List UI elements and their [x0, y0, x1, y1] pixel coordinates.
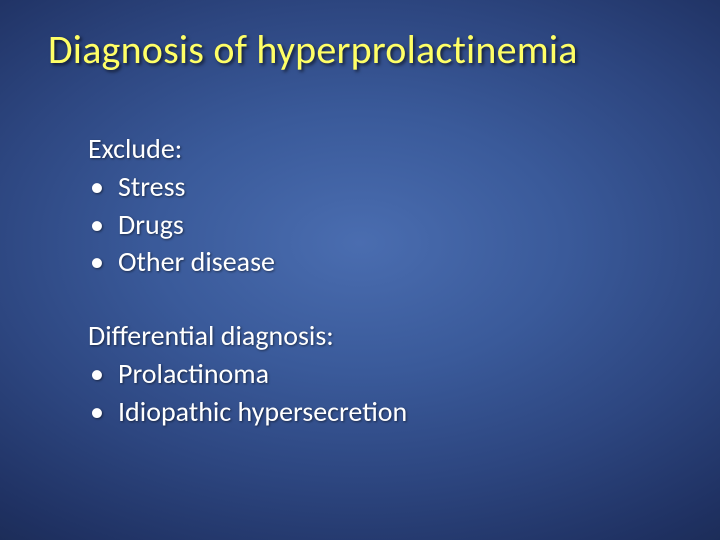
list-item: • Other disease — [88, 243, 660, 281]
bullet-icon: • — [88, 243, 118, 281]
slide-title: Diagnosis of hyperprolactinemia — [48, 28, 690, 72]
bullet-icon: • — [88, 355, 118, 393]
list-item: • Prolactinoma — [88, 355, 660, 393]
list-item: • Stress — [88, 168, 660, 206]
bullet-text: Drugs — [118, 206, 660, 244]
list-item: • Drugs — [88, 206, 660, 244]
list-item: • Idiopathic hypersecretion — [88, 393, 660, 431]
slide: Diagnosis of hyperprolactinemia Exclude:… — [0, 0, 720, 540]
slide-body: Exclude: • Stress • Drugs • Other diseas… — [88, 130, 660, 431]
bullet-text: Prolactinoma — [118, 355, 660, 393]
bullet-text: Other disease — [118, 243, 660, 281]
section2-label: Differential diagnosis: — [88, 317, 660, 355]
bullet-icon: • — [88, 168, 118, 206]
section-gap — [88, 281, 660, 317]
bullet-text: Idiopathic hypersecretion — [118, 393, 660, 431]
bullet-icon: • — [88, 206, 118, 244]
section1-label: Exclude: — [88, 130, 660, 168]
bullet-text: Stress — [118, 168, 660, 206]
bullet-icon: • — [88, 393, 118, 431]
